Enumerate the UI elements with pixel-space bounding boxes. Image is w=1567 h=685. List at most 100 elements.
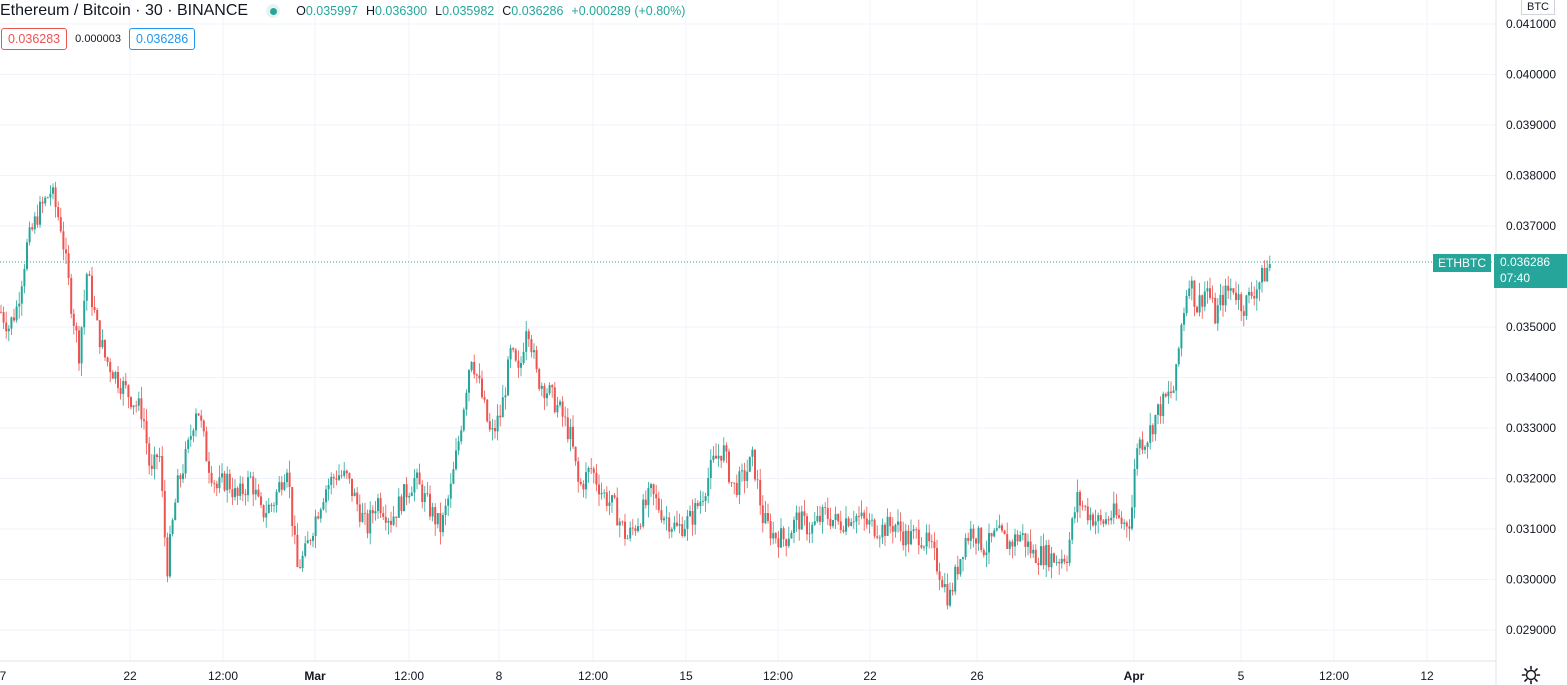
candle — [364, 502, 366, 526]
gear-icon[interactable] — [1521, 665, 1541, 685]
candle — [767, 503, 769, 524]
candle — [1157, 403, 1159, 425]
candle — [395, 516, 398, 528]
symbol-title[interactable]: Ethereum / Bitcoin · 30 · BINANCE — [0, 2, 249, 19]
candle — [1240, 291, 1243, 322]
candle — [858, 506, 860, 526]
candle — [137, 391, 140, 411]
price-tick-label: 0.033000 — [1506, 421, 1556, 435]
candle — [1185, 290, 1188, 317]
candle — [286, 468, 288, 488]
candle — [668, 512, 671, 539]
candle — [317, 511, 320, 520]
candle — [1138, 437, 1141, 456]
candle — [1154, 414, 1157, 441]
candle — [434, 503, 437, 536]
candle — [634, 525, 637, 536]
candle — [114, 370, 117, 384]
candle — [291, 487, 294, 537]
candle — [413, 469, 416, 502]
price-axis-currency[interactable]: BTC — [1521, 0, 1555, 15]
candle — [135, 400, 138, 413]
candle — [488, 412, 491, 432]
candle — [109, 358, 112, 383]
candle — [283, 474, 286, 491]
candle — [197, 413, 200, 417]
candle — [975, 537, 977, 555]
candle — [470, 361, 473, 373]
price-tick-label: 0.030000 — [1506, 573, 1556, 587]
candle — [813, 512, 816, 527]
candle — [561, 396, 564, 427]
candle — [1167, 380, 1170, 404]
candle — [871, 513, 873, 527]
candle — [889, 512, 892, 534]
candle — [748, 456, 751, 473]
candle — [98, 319, 101, 354]
candle — [808, 522, 811, 544]
candle — [288, 460, 291, 499]
candle — [122, 376, 125, 406]
time-tick-label: 15 — [679, 669, 693, 683]
candle — [1037, 557, 1040, 575]
candle — [202, 419, 205, 437]
candle — [416, 468, 418, 490]
candle — [41, 196, 44, 214]
candle — [1076, 479, 1079, 523]
candle — [431, 502, 434, 522]
candle — [262, 504, 265, 522]
price-tick-label: 0.032000 — [1506, 472, 1556, 486]
candle — [462, 407, 465, 433]
candle — [335, 470, 338, 486]
open-value: 0.035997 — [305, 4, 358, 18]
candle — [327, 478, 330, 501]
time-tick-label: 7 — [0, 669, 7, 683]
price-tick-label: 0.037000 — [1506, 219, 1556, 233]
candle — [314, 509, 317, 548]
candle — [941, 575, 944, 588]
candle — [26, 238, 28, 272]
candle — [249, 471, 252, 479]
candle — [457, 435, 460, 456]
candle — [379, 492, 382, 518]
candle — [182, 464, 184, 483]
candle — [46, 196, 49, 199]
candle — [652, 483, 655, 506]
candle — [566, 408, 569, 443]
candle — [322, 498, 325, 511]
candle — [18, 291, 21, 319]
candle — [312, 532, 314, 548]
candle — [85, 272, 88, 311]
candle — [553, 382, 556, 414]
candle — [1086, 497, 1089, 525]
candle — [444, 498, 447, 526]
candle — [166, 532, 169, 583]
sell-button[interactable]: 0.036283 — [1, 28, 68, 50]
candle — [530, 335, 533, 358]
candle — [78, 325, 80, 371]
candle — [943, 572, 946, 593]
candle — [707, 467, 710, 504]
candle — [280, 476, 283, 496]
candle — [678, 513, 681, 534]
candle — [520, 356, 522, 377]
candle — [884, 522, 886, 546]
candle — [543, 383, 546, 411]
candle — [1255, 280, 1258, 311]
candle — [512, 346, 515, 353]
candle — [535, 345, 538, 373]
candle — [639, 523, 642, 530]
candle — [915, 527, 918, 539]
close-value: 0.036286 — [511, 4, 564, 18]
buy-button[interactable]: 0.036286 — [129, 28, 196, 50]
price-tick-label: 0.031000 — [1506, 522, 1556, 536]
market-status-icon[interactable] — [266, 4, 281, 18]
candle — [826, 497, 829, 526]
candle — [696, 500, 699, 509]
candle — [244, 489, 247, 506]
candle — [845, 506, 847, 536]
candle — [1149, 412, 1152, 450]
candle — [478, 363, 481, 384]
candle — [1224, 278, 1227, 312]
